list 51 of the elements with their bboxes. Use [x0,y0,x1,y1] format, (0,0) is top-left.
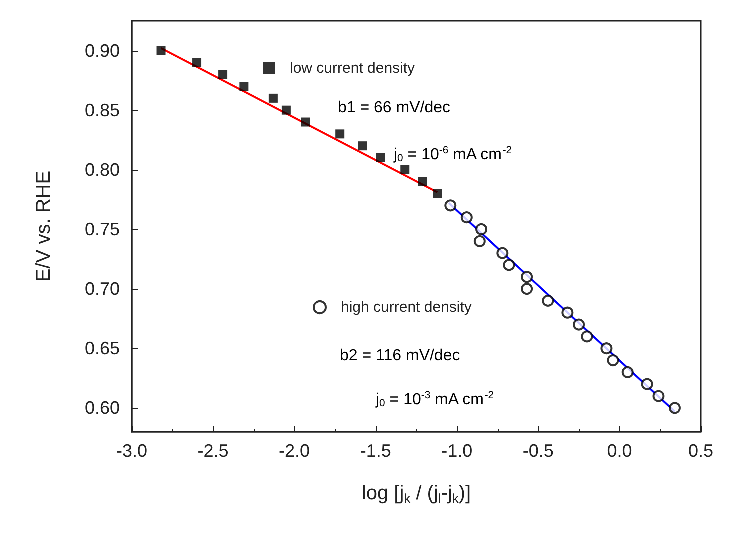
point [669,402,681,414]
point [282,106,291,115]
point [268,94,278,103]
point [400,165,410,174]
y-tick-label: 0.75 [84,219,120,240]
y-tick-label: 0.60 [84,398,120,418]
point [503,259,516,272]
y-tick-label: 0.80 [84,160,120,180]
y-tick-label: 0.70 [84,279,120,300]
point [240,82,249,92]
point [376,154,386,162]
x-tick-label: -3.0 [116,441,148,461]
legend-label: high current density [341,299,472,316]
point [652,390,665,402]
point [444,200,457,212]
point [336,130,345,139]
point [573,318,586,331]
point [301,118,310,127]
point [600,342,613,355]
annotation: b1 = 66 mV/dec [338,100,451,116]
point [192,58,202,68]
y-tick-label: 0.90 [84,40,120,61]
point [460,212,473,224]
annotation: b2 = 116 mV/dec [340,348,460,364]
point [474,235,486,248]
point [622,366,634,378]
x-tick-label: -1.0 [442,441,473,461]
point [521,271,534,284]
point [542,294,554,307]
x-tick-label: -2.5 [198,441,229,461]
x-tick-label: -2.0 [279,441,310,461]
point [418,177,428,186]
y-axis-title: E/V vs. RHE [33,170,55,282]
point [581,330,594,343]
point [562,306,574,319]
point [156,46,166,56]
y-tick-label: 0.85 [84,100,120,120]
point [641,378,654,390]
point [521,283,534,296]
point [433,189,442,198]
point [496,247,509,260]
x-tick-label: -0.5 [522,441,554,461]
x-tick-label: -1.5 [360,441,392,461]
point [358,142,368,151]
point [476,223,488,236]
y-tick-label: 0.65 [84,338,120,359]
x-tick-label: 0.0 [607,441,632,461]
legend-label: low current density [290,60,416,77]
point [607,354,620,367]
x-tick-label: 0.5 [688,441,714,461]
point [218,70,228,80]
